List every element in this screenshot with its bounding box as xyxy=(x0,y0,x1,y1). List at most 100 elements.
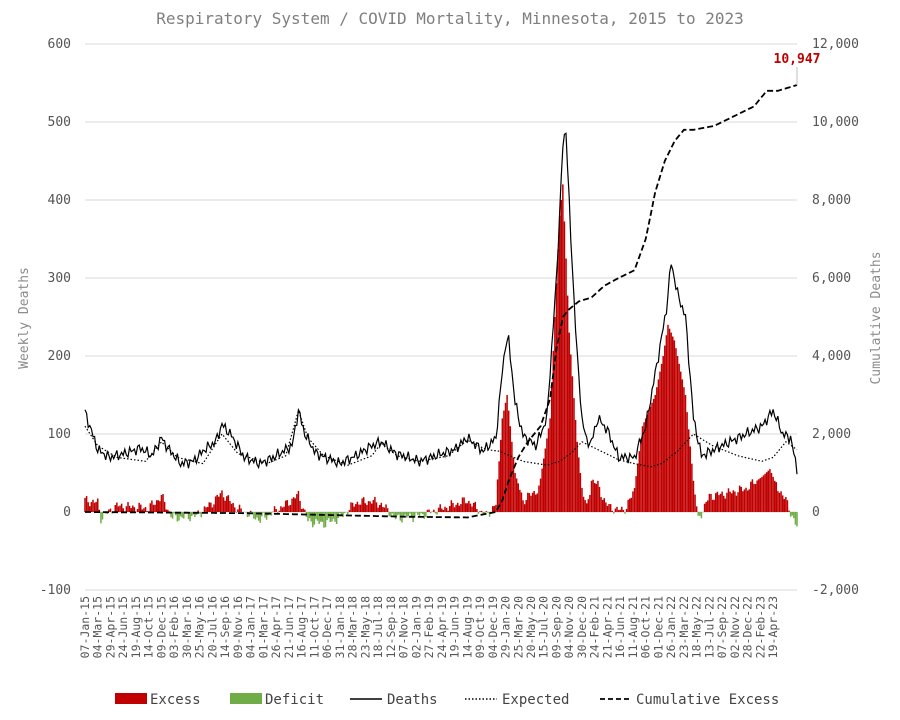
excess-bar xyxy=(552,350,555,512)
excess-bar xyxy=(362,497,365,512)
excess-bar xyxy=(366,504,368,512)
excess-bar xyxy=(770,473,773,512)
excess-bar xyxy=(563,221,566,512)
x-tick-label: 18-May-22 xyxy=(690,596,704,658)
excess-bar xyxy=(155,500,158,512)
excess-bar xyxy=(528,493,531,512)
excess-bar xyxy=(288,505,290,512)
excess-bar xyxy=(611,510,613,512)
excess-bar xyxy=(656,387,658,512)
excess-bar xyxy=(694,494,696,512)
x-tick-label: 09-Oct-19 xyxy=(473,596,487,658)
excess-bar xyxy=(284,500,287,512)
excess-bar xyxy=(485,511,488,512)
excess-bar xyxy=(606,505,609,512)
cumulative-excess-line xyxy=(85,84,798,519)
deficit-bar xyxy=(794,512,797,525)
excess-bar xyxy=(565,258,567,512)
excess-bar xyxy=(361,498,363,512)
x-tick-label: 26-Jan-22 xyxy=(664,596,678,658)
excess-bar xyxy=(673,340,676,512)
deficit-bar xyxy=(331,512,333,522)
x-tick-label: 02-Nov-22 xyxy=(728,596,742,658)
x-tick-label: 06-Dec-17 xyxy=(320,596,334,658)
excess-bar xyxy=(729,491,731,512)
excess-bar xyxy=(713,499,715,512)
excess-bar xyxy=(445,507,448,512)
x-tick-label: 23-May-18 xyxy=(358,596,372,658)
x-tick-label: 19-Jun-19 xyxy=(448,596,462,658)
excess-bar xyxy=(109,508,112,512)
excess-bar xyxy=(738,485,741,512)
excess-bar xyxy=(452,502,454,512)
excess-bar xyxy=(512,457,515,512)
deficit-bar xyxy=(276,512,279,514)
excess-bar xyxy=(449,506,451,512)
x-tick-label: 20-Jul-16 xyxy=(205,596,219,658)
deficit-bar xyxy=(335,512,338,525)
excess-bar xyxy=(665,335,668,512)
deficit-bar xyxy=(200,512,203,518)
deficit-bar xyxy=(699,512,701,516)
excess-bar xyxy=(633,488,636,512)
excess-bar xyxy=(479,511,481,512)
x-tick-label: 04-Dec-19 xyxy=(486,596,500,658)
excess-bar xyxy=(748,489,750,512)
excess-bar xyxy=(507,410,510,512)
excess-bar xyxy=(519,489,521,512)
deficit-bar xyxy=(170,512,172,518)
excess-bar xyxy=(531,492,534,512)
excess-bar xyxy=(769,469,771,512)
excess-bar xyxy=(356,501,359,512)
x-tick-label: 31-Jan-18 xyxy=(333,596,347,658)
excess-bar xyxy=(89,506,91,512)
excess-bar xyxy=(557,249,559,512)
excess-bar xyxy=(358,504,360,512)
excess-bar xyxy=(722,495,725,512)
excess-bar xyxy=(85,496,88,512)
x-tick-label: 11-Oct-17 xyxy=(307,596,321,658)
excess-bar xyxy=(737,492,739,512)
excess-bar xyxy=(509,426,512,512)
x-tick-label: 07-Jan-15 xyxy=(78,596,92,658)
excess-bar xyxy=(576,441,578,512)
excess-bar xyxy=(708,493,711,512)
excess-bar xyxy=(367,501,370,512)
deficit-bar xyxy=(429,512,432,514)
excess-bar xyxy=(143,508,145,512)
excess-bar xyxy=(208,502,210,512)
excess-bar xyxy=(281,507,284,512)
deficit-bar xyxy=(342,512,344,518)
y-tick-label: 200 xyxy=(48,349,71,364)
excess-bar xyxy=(695,506,698,512)
deficit-bar xyxy=(321,512,324,522)
excess-bar xyxy=(593,483,596,512)
excess-bar xyxy=(566,295,569,512)
excess-bar xyxy=(461,497,464,512)
excess-bar xyxy=(165,509,167,512)
excess-bar xyxy=(686,412,688,512)
y-tick-label: 600 xyxy=(48,37,71,52)
cumulative-total-annotation: 10,947 xyxy=(774,52,821,67)
excess-bar xyxy=(719,493,722,512)
deficit-bar xyxy=(484,512,486,515)
excess-bar xyxy=(684,395,687,512)
x-tick-label: 04-Mar-15 xyxy=(91,596,105,658)
excess-bar xyxy=(756,480,758,512)
excess-bar xyxy=(600,497,602,512)
excess-bar xyxy=(649,406,652,512)
excess-bar xyxy=(213,504,215,512)
y-tick-label: 500 xyxy=(48,115,71,130)
excess-bar xyxy=(233,507,236,512)
excess-bar xyxy=(125,506,128,512)
excess-bar xyxy=(382,506,384,512)
excess-bar xyxy=(651,402,653,512)
excess-bar xyxy=(547,428,550,512)
deficit-bar xyxy=(343,512,346,514)
excess-bar xyxy=(603,498,606,512)
excess-bar xyxy=(775,482,778,512)
excess-bar xyxy=(585,503,588,512)
deficit-bar xyxy=(436,512,438,515)
excess-bar xyxy=(441,508,443,512)
excess-bar xyxy=(544,448,547,512)
